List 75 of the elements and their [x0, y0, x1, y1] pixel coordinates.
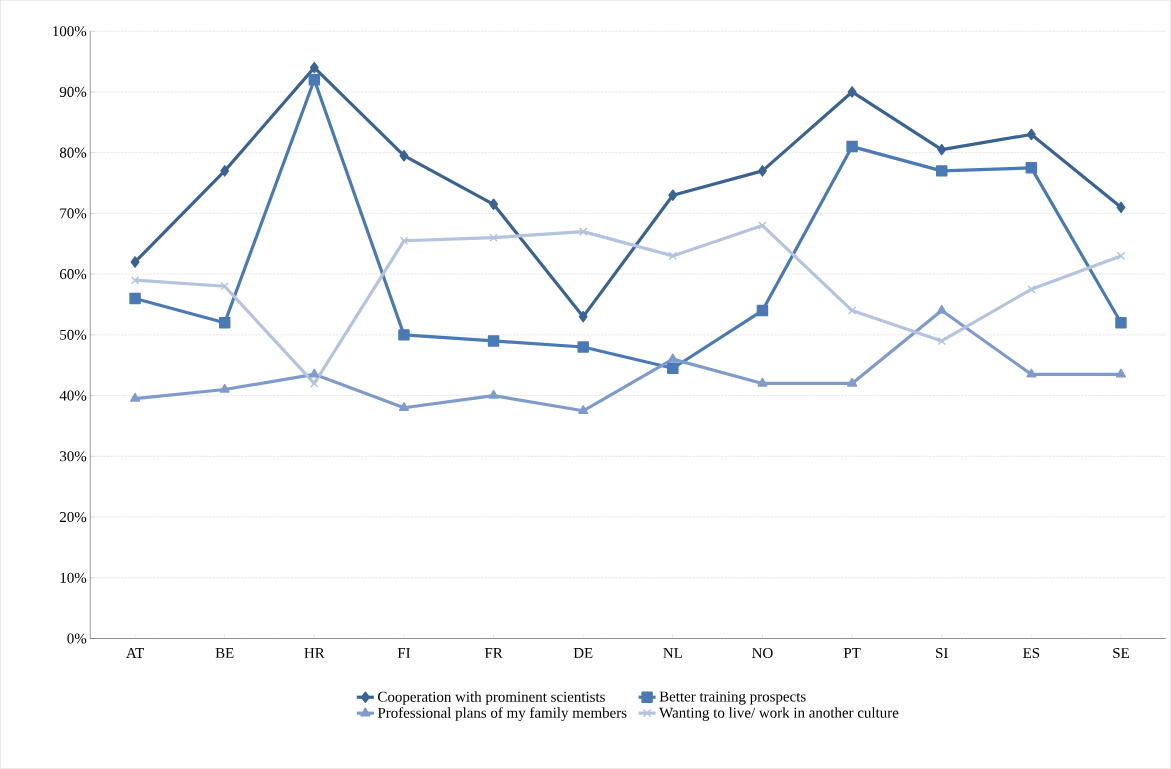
x-tick-label: FI [397, 648, 411, 658]
point [218, 317, 231, 329]
x-tick-label: HR [304, 648, 325, 658]
point [1116, 201, 1126, 214]
point [129, 292, 141, 305]
point [489, 233, 498, 243]
point [758, 221, 767, 230]
point [847, 377, 858, 387]
legend-label: Cooperation with prominent scientists [378, 691, 605, 705]
x-tick-label: SE [1113, 648, 1129, 659]
point [1116, 251, 1126, 261]
y-tick-label: 30% [60, 451, 87, 462]
point [398, 402, 410, 412]
point [220, 282, 229, 291]
x-tick-label: BE [215, 648, 234, 658]
point [667, 362, 679, 375]
y-tick-label: 70% [60, 208, 87, 219]
point [219, 383, 230, 393]
point [399, 236, 409, 246]
x-tick-label: NL [663, 648, 682, 658]
point [1026, 368, 1037, 378]
point [1025, 162, 1038, 174]
point [668, 251, 678, 261]
point [578, 405, 589, 415]
x-tick-label: NO [752, 648, 773, 659]
y-tick-label: 80% [59, 147, 87, 158]
point [935, 165, 948, 177]
point [937, 336, 946, 346]
point [757, 377, 768, 387]
legend-label: Better training prospects [659, 691, 806, 705]
x-tick-label: FR [484, 648, 503, 658]
point [846, 140, 858, 153]
point [667, 353, 678, 363]
point [936, 304, 947, 314]
point [398, 329, 410, 341]
x-tick-label: DE [573, 648, 593, 658]
point [130, 276, 140, 285]
x-tick-label: SI [936, 648, 948, 659]
point [937, 144, 947, 156]
point [399, 150, 409, 162]
x-tick-label: AT [126, 648, 144, 658]
point [130, 393, 141, 402]
point [757, 165, 767, 177]
x-tick-label: PT [843, 648, 861, 658]
point [309, 62, 319, 74]
x-tick-label: ES [1023, 648, 1040, 659]
point [1115, 317, 1127, 329]
point [847, 86, 857, 98]
y-tick-label: 90% [59, 86, 87, 98]
point [1026, 128, 1036, 141]
point [1115, 368, 1127, 378]
y-tick-label: 20% [59, 512, 87, 523]
point [309, 368, 320, 378]
legend-label: Professional plans of my family members [377, 707, 627, 721]
y-tick-label: 0% [67, 633, 87, 644]
y-tick-label: 60% [59, 269, 87, 280]
point [489, 198, 499, 211]
legend-label: Wanting to live/ work in another culture [659, 707, 899, 721]
point [847, 306, 857, 315]
y-tick-label: 40% [59, 390, 87, 401]
point [668, 189, 678, 202]
point [130, 256, 140, 268]
point [578, 311, 588, 323]
point [310, 379, 319, 388]
point [488, 389, 499, 399]
y-tick-label: 100% [53, 26, 87, 37]
point [220, 165, 230, 177]
y-tick-label: 50% [60, 329, 87, 341]
point [756, 304, 769, 317]
point [487, 335, 500, 347]
point [1027, 285, 1036, 294]
y-tick-label: 10% [60, 572, 87, 583]
point [578, 227, 588, 236]
point [577, 341, 589, 353]
point [308, 74, 321, 86]
